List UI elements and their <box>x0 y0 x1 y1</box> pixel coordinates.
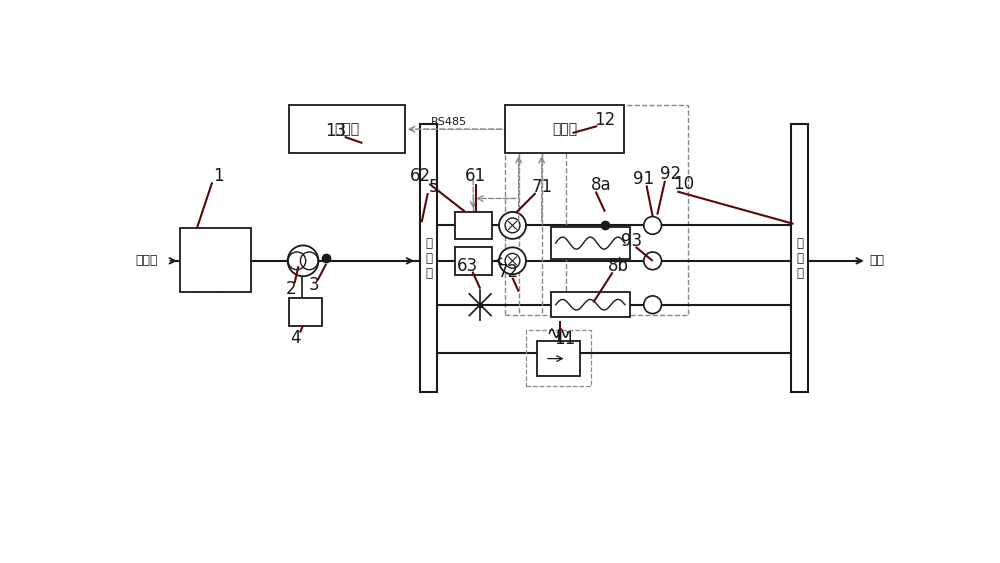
Text: 5: 5 <box>429 178 439 196</box>
Text: 工控机: 工控机 <box>334 122 360 136</box>
Text: 63: 63 <box>457 257 478 275</box>
Text: 8b: 8b <box>608 257 629 275</box>
Text: 62: 62 <box>410 167 431 185</box>
Bar <box>551 227 630 260</box>
Bar <box>537 341 580 376</box>
Text: 集
流
器: 集 流 器 <box>796 237 803 280</box>
Text: 11: 11 <box>554 330 575 348</box>
Bar <box>505 105 624 153</box>
Text: 93: 93 <box>621 232 642 250</box>
Text: 分
流
器: 分 流 器 <box>425 237 432 280</box>
Bar <box>551 292 630 317</box>
Bar <box>180 229 251 292</box>
Text: 13: 13 <box>325 123 346 141</box>
Text: 4: 4 <box>290 329 301 347</box>
Bar <box>526 330 591 386</box>
Circle shape <box>644 296 661 314</box>
Text: 72: 72 <box>498 262 519 280</box>
Bar <box>289 298 322 325</box>
Circle shape <box>644 217 661 234</box>
Bar <box>455 212 492 239</box>
Bar <box>420 124 437 392</box>
Text: 10: 10 <box>673 175 694 193</box>
Text: 61: 61 <box>465 167 486 185</box>
Text: 冷却水: 冷却水 <box>135 254 158 267</box>
Bar <box>505 105 688 315</box>
Bar <box>289 105 405 153</box>
Text: 3: 3 <box>309 276 319 294</box>
Text: 2: 2 <box>285 280 296 298</box>
Text: RS485: RS485 <box>431 117 467 127</box>
Bar <box>455 247 492 275</box>
Text: 8a: 8a <box>591 176 611 194</box>
Text: 下位机: 下位机 <box>552 122 577 136</box>
Circle shape <box>499 212 526 239</box>
Text: 92: 92 <box>660 165 681 183</box>
Text: 71: 71 <box>531 178 552 196</box>
Text: 12: 12 <box>594 111 616 129</box>
Text: 回水: 回水 <box>869 254 884 267</box>
Text: 91: 91 <box>633 170 654 188</box>
Circle shape <box>644 252 661 270</box>
Bar <box>791 124 808 392</box>
Circle shape <box>499 247 526 274</box>
Circle shape <box>288 245 318 276</box>
Text: 1: 1 <box>213 167 224 185</box>
